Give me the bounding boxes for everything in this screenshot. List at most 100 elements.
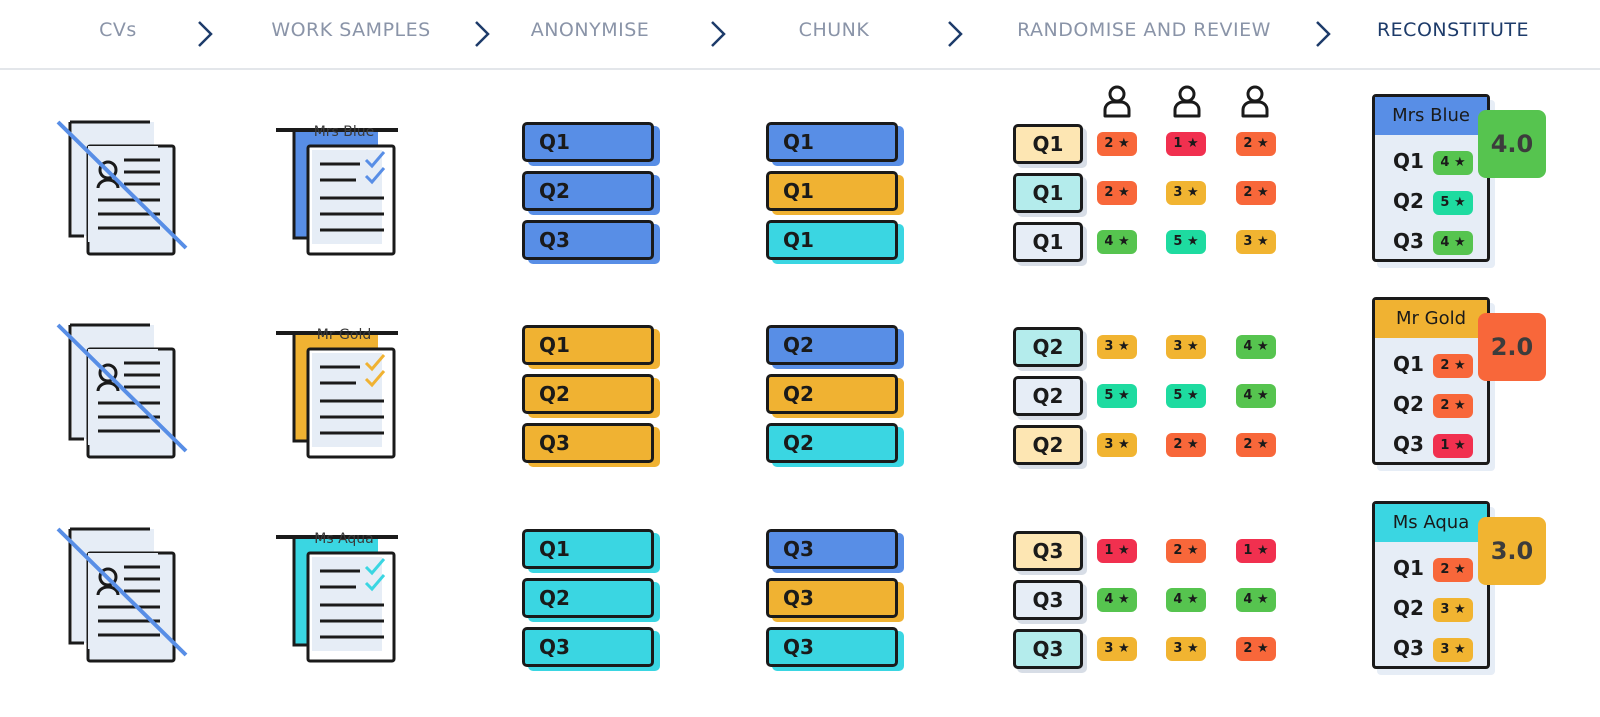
star-icon: ★ bbox=[1252, 592, 1269, 607]
score-question: Q2 bbox=[1393, 392, 1424, 416]
star-icon: ★ bbox=[1182, 641, 1199, 656]
score-question: Q2 bbox=[1393, 596, 1424, 620]
review-question: Q1 bbox=[1013, 124, 1083, 164]
user-icon bbox=[1173, 85, 1201, 118]
work-sample-icon bbox=[276, 331, 398, 459]
rating-value: 3 bbox=[1173, 641, 1183, 656]
star-icon: ★ bbox=[1182, 388, 1199, 403]
star-icon: ★ bbox=[1449, 398, 1466, 413]
review-question: Q2 bbox=[1013, 376, 1083, 416]
work-sample-name: Ms Aqua bbox=[314, 531, 374, 547]
rating-value: 4 bbox=[1243, 592, 1253, 607]
cv-document-icon bbox=[56, 323, 188, 459]
star-icon: ★ bbox=[1182, 437, 1199, 452]
rating-badge: 5 ★ bbox=[1166, 384, 1206, 408]
work-sample-icon bbox=[276, 535, 398, 663]
rating-value: 4 bbox=[1104, 234, 1114, 249]
rating-value: 4 bbox=[1173, 592, 1183, 607]
rating-value: 2 bbox=[1243, 185, 1253, 200]
score-question: Q3 bbox=[1393, 229, 1424, 253]
star-icon: ★ bbox=[1113, 592, 1130, 607]
star-icon: ★ bbox=[1252, 388, 1269, 403]
rating-value: 1 bbox=[1243, 543, 1253, 558]
anonymised-question: Q2 bbox=[522, 374, 654, 414]
chevron-right-icon bbox=[711, 21, 726, 47]
candidate-card: Ms Aqua Q1 2 ★ Q2 3 ★ Q3 3 ★ bbox=[1372, 501, 1490, 669]
total-score: 3.0 bbox=[1478, 517, 1546, 585]
step-randomise-and-review: RANDOMISE AND REVIEW bbox=[1017, 19, 1271, 41]
chunk-question: Q1 bbox=[766, 220, 898, 260]
rating-value: 2 bbox=[1173, 437, 1183, 452]
work-sample-icon bbox=[276, 128, 398, 256]
score-badge: 2 ★ bbox=[1433, 558, 1473, 582]
rating-value: 3 bbox=[1173, 339, 1183, 354]
star-icon: ★ bbox=[1113, 437, 1130, 452]
chunk-question: Q3 bbox=[766, 529, 898, 569]
step-cvs: CVs bbox=[99, 19, 137, 41]
chunk-question: Q3 bbox=[766, 627, 898, 667]
rating-value: 4 bbox=[1104, 592, 1114, 607]
step-anonymise: ANONYMISE bbox=[530, 19, 650, 41]
star-icon: ★ bbox=[1113, 234, 1130, 249]
star-icon: ★ bbox=[1449, 642, 1466, 657]
chevron-right-icon bbox=[198, 21, 213, 47]
star-icon: ★ bbox=[1182, 592, 1199, 607]
chunk-question: Q1 bbox=[766, 122, 898, 162]
total-score: 2.0 bbox=[1478, 313, 1546, 381]
score-question: Q3 bbox=[1393, 636, 1424, 660]
rating-value: 2 bbox=[1173, 543, 1183, 558]
rating-badge: 3 ★ bbox=[1236, 230, 1276, 254]
rating-badge: 1 ★ bbox=[1097, 539, 1137, 563]
rating-value: 3 bbox=[1104, 437, 1114, 452]
step-chunk: CHUNK bbox=[798, 19, 870, 41]
rating-badge: 4 ★ bbox=[1097, 588, 1137, 612]
review-question: Q2 bbox=[1013, 327, 1083, 367]
rating-badge: 3 ★ bbox=[1166, 335, 1206, 359]
rating-value: 3 bbox=[1243, 234, 1253, 249]
star-icon: ★ bbox=[1113, 388, 1130, 403]
star-icon: ★ bbox=[1113, 641, 1130, 656]
review-question: Q1 bbox=[1013, 222, 1083, 262]
star-icon: ★ bbox=[1449, 235, 1466, 250]
total-score: 4.0 bbox=[1478, 110, 1546, 178]
star-icon: ★ bbox=[1113, 543, 1130, 558]
rating-badge: 2 ★ bbox=[1097, 181, 1137, 205]
user-icon bbox=[1241, 85, 1269, 118]
rating-badge: 2 ★ bbox=[1236, 132, 1276, 156]
rating-value: 2 bbox=[1104, 185, 1114, 200]
rating-badge: 5 ★ bbox=[1166, 230, 1206, 254]
star-icon: ★ bbox=[1252, 185, 1269, 200]
star-icon: ★ bbox=[1449, 195, 1466, 210]
score-badge: 4 ★ bbox=[1433, 151, 1473, 175]
rating-badge: 3 ★ bbox=[1166, 637, 1206, 661]
rating-badge: 2 ★ bbox=[1236, 181, 1276, 205]
rating-badge: 2 ★ bbox=[1097, 132, 1137, 156]
rating-value: 3 bbox=[1104, 641, 1114, 656]
rating-value: 5 bbox=[1173, 234, 1183, 249]
star-icon: ★ bbox=[1252, 437, 1269, 452]
rating-value: 5 bbox=[1173, 388, 1183, 403]
rating-value: 3 bbox=[1173, 185, 1183, 200]
rating-badge: 2 ★ bbox=[1166, 539, 1206, 563]
candidate-name: Mr Gold bbox=[1375, 300, 1487, 338]
chevron-right-icon bbox=[1316, 21, 1331, 47]
chunk-question: Q2 bbox=[766, 325, 898, 365]
cv-document-icon bbox=[56, 527, 188, 663]
star-icon: ★ bbox=[1113, 185, 1130, 200]
score-value: 3 bbox=[1440, 642, 1450, 657]
rating-value: 4 bbox=[1243, 339, 1253, 354]
rating-badge: 3 ★ bbox=[1097, 335, 1137, 359]
score-badge: 1 ★ bbox=[1433, 434, 1473, 458]
score-badge: 2 ★ bbox=[1433, 354, 1473, 378]
chevron-right-icon bbox=[475, 21, 490, 47]
anonymised-question: Q1 bbox=[522, 529, 654, 569]
star-icon: ★ bbox=[1182, 136, 1199, 151]
score-value: 5 bbox=[1440, 195, 1450, 210]
score-badge: 3 ★ bbox=[1433, 598, 1473, 622]
rating-value: 4 bbox=[1243, 388, 1253, 403]
score-value: 1 bbox=[1440, 438, 1450, 453]
step-work-samples: WORK SAMPLES bbox=[271, 19, 431, 41]
rating-value: 1 bbox=[1104, 543, 1114, 558]
candidate-name: Ms Aqua bbox=[1375, 504, 1487, 542]
work-sample-name: Mrs Blue bbox=[313, 124, 375, 140]
